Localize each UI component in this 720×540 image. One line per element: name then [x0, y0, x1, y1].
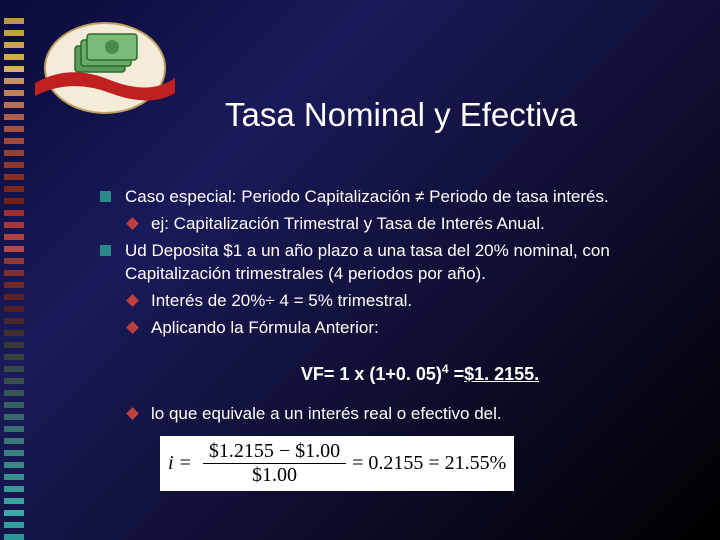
stripe	[4, 438, 24, 444]
stripe	[4, 174, 24, 180]
side-stripes	[0, 0, 28, 540]
formula-exp: 4	[442, 362, 449, 376]
eq-denominator: $1.00	[246, 464, 303, 487]
stripe	[4, 150, 24, 156]
stripe	[4, 366, 24, 372]
stripe	[4, 486, 24, 492]
equation-box: i = $1.2155 − $1.00 $1.00 = 0.2155 = 21.…	[160, 436, 514, 491]
content-area: Caso especial: Periodo Capitalización ≠ …	[100, 186, 680, 491]
stripe	[4, 498, 24, 504]
bullet-2b: Aplicando la Fórmula Anterior:	[100, 317, 680, 340]
square-bullet-icon	[100, 245, 111, 256]
diamond-bullet-icon	[126, 321, 139, 334]
stripe	[4, 294, 24, 300]
stripe	[4, 210, 24, 216]
stripe	[4, 330, 24, 336]
stripe	[4, 234, 24, 240]
stripe	[4, 78, 24, 84]
bullet-2: Ud Deposita $1 a un año plazo a una tasa…	[100, 240, 680, 286]
stripe	[4, 30, 24, 36]
stripe	[4, 270, 24, 276]
diamond-bullet-icon	[126, 217, 139, 230]
stripe	[4, 138, 24, 144]
stripe	[4, 378, 24, 384]
stripe	[4, 426, 24, 432]
bullet-2a: Interés de 20%÷ 4 = 5% trimestral.	[100, 290, 680, 313]
stripe	[4, 66, 24, 72]
stripe	[4, 246, 24, 252]
square-bullet-icon	[100, 191, 111, 202]
diamond-bullet-icon	[126, 294, 139, 307]
stripe	[4, 126, 24, 132]
stripe	[4, 54, 24, 60]
stripe	[4, 282, 24, 288]
stripe	[4, 186, 24, 192]
bullet-2a-text: Interés de 20%÷ 4 = 5% trimestral.	[151, 290, 412, 313]
bullet-2-text: Ud Deposita $1 a un año plazo a una tasa…	[125, 240, 680, 286]
bullet-1: Caso especial: Periodo Capitalización ≠ …	[100, 186, 680, 209]
stripe	[4, 522, 24, 528]
diamond-bullet-icon	[126, 407, 139, 420]
stripe	[4, 414, 24, 420]
stripe	[4, 90, 24, 96]
money-stack-icon	[30, 8, 180, 128]
bullet-1a-text: ej: Capitalización Trimestral y Tasa de …	[151, 213, 545, 236]
stripe	[4, 162, 24, 168]
stripe	[4, 390, 24, 396]
stripe	[4, 402, 24, 408]
stripe	[4, 18, 24, 24]
stripe	[4, 462, 24, 468]
stripe	[4, 450, 24, 456]
stripe	[4, 534, 24, 540]
stripe	[4, 510, 24, 516]
eq-result: = 0.2155 = 21.55%	[352, 452, 506, 475]
stripe	[4, 258, 24, 264]
formula-line: VF= 1 x (1+0. 05)4 =$1. 2155.	[160, 362, 680, 385]
bullet-1-text: Caso especial: Periodo Capitalización ≠ …	[125, 186, 609, 209]
stripe	[4, 474, 24, 480]
stripe	[4, 102, 24, 108]
formula-prefix: VF= 1 x (1+0. 05)	[301, 364, 442, 384]
stripe	[4, 306, 24, 312]
bullet-1a: ej: Capitalización Trimestral y Tasa de …	[100, 213, 680, 236]
eq-fraction: $1.2155 − $1.00 $1.00	[203, 440, 346, 487]
bullet-3-text: lo que equivale a un interés real o efec…	[151, 403, 502, 426]
stripe	[4, 342, 24, 348]
formula-result: $1. 2155.	[464, 364, 539, 384]
stripe	[4, 42, 24, 48]
page-title: Tasa Nominal y Efectiva	[225, 96, 577, 134]
eq-numerator: $1.2155 − $1.00	[203, 440, 346, 464]
eq-lhs: i	[168, 452, 174, 475]
stripe	[4, 354, 24, 360]
stripe	[4, 222, 24, 228]
stripe	[4, 114, 24, 120]
bullet-2b-text: Aplicando la Fórmula Anterior:	[151, 317, 379, 340]
stripe	[4, 318, 24, 324]
formula-suffix: =	[449, 364, 465, 384]
bullet-3: lo que equivale a un interés real o efec…	[100, 403, 680, 426]
stripe	[4, 198, 24, 204]
